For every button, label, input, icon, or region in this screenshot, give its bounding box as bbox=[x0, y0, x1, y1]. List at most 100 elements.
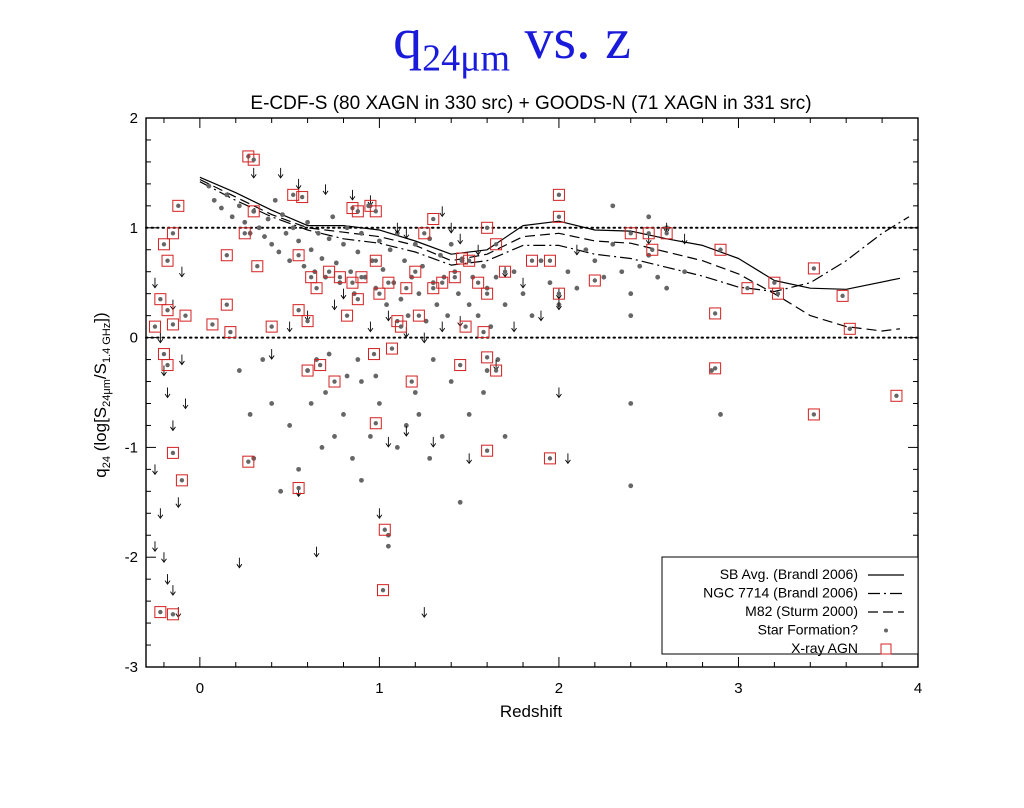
agn-center-dot bbox=[170, 231, 176, 236]
star-formation-point bbox=[682, 269, 688, 275]
agn-center-dot bbox=[463, 324, 468, 329]
star-formation-point bbox=[438, 252, 443, 258]
star-formation-point bbox=[502, 434, 508, 439]
agn-square bbox=[314, 359, 327, 372]
arrow-head bbox=[430, 443, 437, 448]
agn-center-dot bbox=[373, 209, 379, 214]
y-axis-label-sub2: 24μm bbox=[101, 379, 113, 407]
svg-text:q24 (log[S24μm/S1.4 GHz]): q24 (log[S24μm/S1.4 GHz]) bbox=[91, 312, 113, 477]
agn-center-dot bbox=[409, 379, 414, 384]
xray-agn-point bbox=[454, 359, 467, 372]
arrow-head bbox=[457, 240, 464, 245]
star-formation-point bbox=[495, 357, 501, 362]
upper-limit-arrow bbox=[170, 420, 176, 432]
agn-square bbox=[382, 276, 395, 289]
xray-agn-point bbox=[157, 238, 170, 251]
xray-agn-point bbox=[351, 293, 364, 306]
upper-limit-arrow bbox=[179, 354, 185, 366]
star-formation-point bbox=[592, 258, 598, 264]
x-tick-label: 2 bbox=[555, 680, 563, 697]
star-formation-point bbox=[229, 214, 235, 220]
star-formation-point bbox=[341, 241, 346, 247]
agn-square bbox=[481, 444, 494, 457]
star-formation-point bbox=[610, 241, 616, 247]
xray-agn-point bbox=[481, 351, 494, 364]
upper-limit-arrow bbox=[295, 178, 302, 190]
arrow-head bbox=[286, 327, 293, 333]
agn-center-dot bbox=[158, 296, 163, 302]
agn-square bbox=[287, 188, 300, 201]
upper-limit-arrow bbox=[322, 184, 329, 196]
xray-agn-point bbox=[771, 287, 784, 300]
star-formation-point bbox=[344, 225, 350, 231]
upper-limit-arrow bbox=[681, 233, 688, 245]
agn-center-dot bbox=[373, 258, 379, 263]
agn-center-dot bbox=[296, 307, 301, 313]
agn-square bbox=[247, 153, 260, 166]
star-formation-point bbox=[457, 499, 463, 505]
agn-center-dot bbox=[745, 285, 750, 291]
upper-limit-arrow bbox=[403, 228, 410, 240]
agn-center-dot bbox=[646, 231, 651, 236]
agn-square bbox=[543, 452, 556, 465]
xray-agn-point bbox=[660, 227, 673, 240]
upper-limit-arrow bbox=[250, 167, 257, 179]
xray-agn-point bbox=[552, 210, 565, 223]
agn-center-dot bbox=[170, 450, 176, 456]
star-formation-point bbox=[287, 423, 293, 428]
agn-square bbox=[166, 318, 179, 331]
star-formation-point bbox=[242, 219, 248, 225]
star-formation-point bbox=[511, 269, 517, 275]
agn-square bbox=[351, 293, 364, 306]
xray-agn-point bbox=[481, 444, 494, 457]
star-formation-point bbox=[206, 183, 212, 189]
star-formation-point bbox=[484, 368, 490, 373]
xray-agn-point bbox=[251, 260, 264, 273]
agn-center-dot bbox=[775, 291, 781, 296]
xray-agn-point bbox=[378, 523, 391, 536]
arrow-head bbox=[448, 229, 455, 234]
agn-center-dot bbox=[413, 269, 418, 274]
star-formation-point bbox=[359, 379, 364, 384]
arrow-head bbox=[349, 196, 356, 201]
arrow-head bbox=[175, 503, 182, 509]
star-formation-point bbox=[619, 269, 625, 275]
upper-limit-arrow bbox=[466, 453, 473, 465]
agn-center-dot bbox=[170, 612, 176, 617]
upper-limit-arrow bbox=[152, 277, 158, 289]
agn-square bbox=[251, 260, 264, 273]
star-formation-point bbox=[332, 434, 337, 439]
agn-center-dot bbox=[269, 324, 274, 329]
xray-agn-point bbox=[624, 227, 637, 240]
agn-square bbox=[172, 199, 185, 212]
agn-center-dot bbox=[556, 291, 562, 296]
agn-square bbox=[224, 326, 237, 339]
agn-center-dot bbox=[373, 421, 379, 426]
arrow-head bbox=[511, 327, 517, 333]
agn-center-dot bbox=[431, 216, 436, 222]
xray-agn-point bbox=[161, 304, 174, 317]
y-axis-label: q24 (log[S24μm/S1.4 GHz]) bbox=[91, 312, 113, 477]
x-tick-label: 4 bbox=[914, 680, 922, 697]
agn-center-dot bbox=[847, 326, 852, 332]
xray-agn-point bbox=[646, 243, 659, 256]
agn-square bbox=[265, 320, 278, 333]
legend-square-symbol bbox=[880, 643, 892, 655]
agn-center-dot bbox=[431, 285, 436, 291]
star-formation-point bbox=[287, 258, 293, 264]
plot-frame bbox=[145, 117, 919, 668]
star-formation-point bbox=[380, 267, 386, 272]
agn-center-dot bbox=[547, 456, 553, 461]
arrow-head bbox=[164, 580, 171, 585]
agn-square bbox=[166, 227, 179, 240]
agn-square bbox=[161, 254, 174, 267]
xray-agn-point bbox=[490, 238, 503, 251]
arrow-head bbox=[385, 316, 392, 322]
xray-agn-point bbox=[427, 213, 440, 226]
xray-agn-point bbox=[455, 252, 468, 265]
agn-center-dot bbox=[459, 256, 465, 261]
star-formation-point bbox=[296, 238, 302, 244]
agn-square bbox=[836, 289, 849, 302]
upper-limit-arrow bbox=[367, 321, 374, 333]
xray-agn-point bbox=[394, 320, 407, 333]
